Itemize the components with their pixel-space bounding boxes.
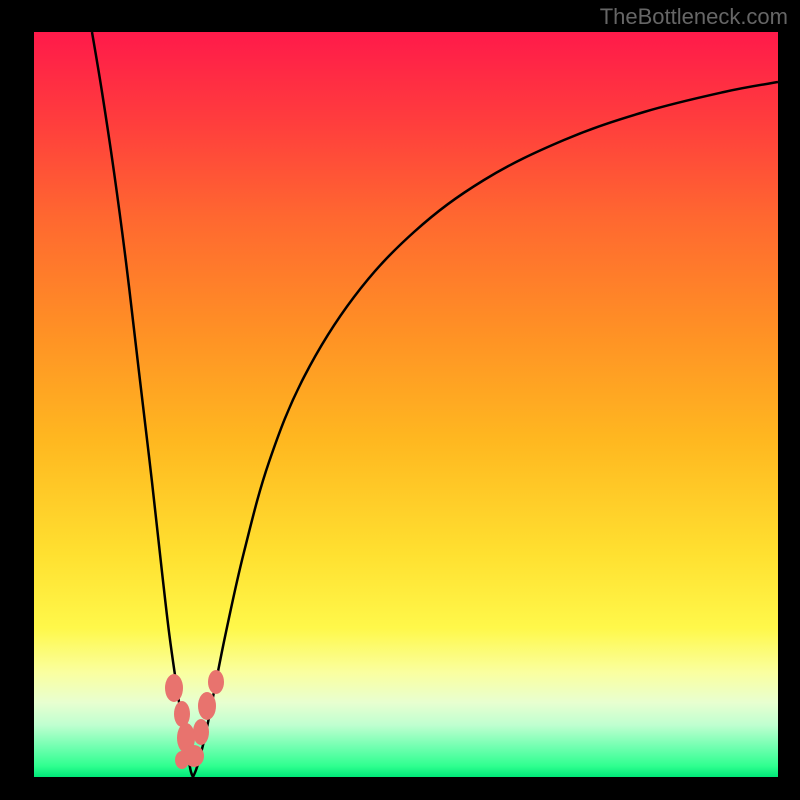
chart-container: TheBottleneck.com — [0, 0, 800, 800]
data-marker — [198, 692, 216, 720]
curve-right-branch — [193, 82, 778, 777]
curve-left-branch — [92, 32, 193, 777]
bottleneck-curve — [34, 32, 778, 777]
data-marker — [193, 719, 209, 745]
plot-area — [34, 32, 778, 777]
data-marker — [165, 674, 183, 702]
data-marker — [184, 745, 204, 767]
watermark-text: TheBottleneck.com — [600, 4, 788, 30]
data-marker — [208, 670, 224, 694]
